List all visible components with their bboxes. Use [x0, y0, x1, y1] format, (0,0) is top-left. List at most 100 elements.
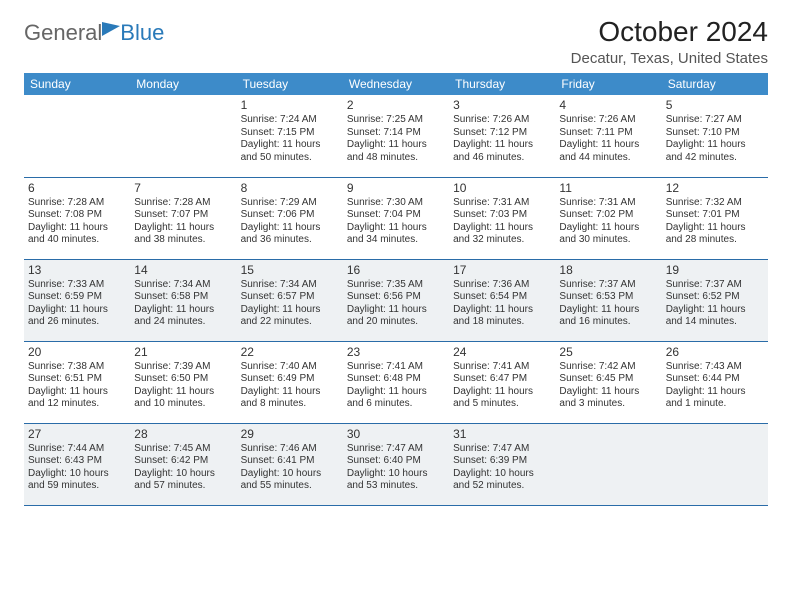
calendar-cell: 6Sunrise: 7:28 AMSunset: 7:08 PMDaylight… — [24, 177, 130, 259]
sunrise-text: Sunrise: 7:39 AM — [134, 361, 232, 374]
daylight-text: Daylight: 11 hours — [241, 386, 339, 399]
sunset-text: Sunset: 6:44 PM — [666, 373, 764, 386]
col-sunday: Sunday — [24, 73, 130, 95]
daylight-text: Daylight: 11 hours — [559, 139, 657, 152]
day-number: 11 — [559, 181, 657, 196]
sunset-text: Sunset: 7:06 PM — [241, 209, 339, 222]
sunrise-text: Sunrise: 7:36 AM — [453, 279, 551, 292]
calendar-cell: 12Sunrise: 7:32 AMSunset: 7:01 PMDayligh… — [662, 177, 768, 259]
daylight-text: and 28 minutes. — [666, 234, 764, 247]
daylight-text: and 55 minutes. — [241, 480, 339, 493]
sunset-text: Sunset: 6:47 PM — [453, 373, 551, 386]
daylight-text: and 5 minutes. — [453, 398, 551, 411]
sunrise-text: Sunrise: 7:44 AM — [28, 443, 126, 456]
daylight-text: Daylight: 11 hours — [241, 222, 339, 235]
calendar-cell: 17Sunrise: 7:36 AMSunset: 6:54 PMDayligh… — [449, 259, 555, 341]
sunrise-text: Sunrise: 7:47 AM — [453, 443, 551, 456]
day-number: 19 — [666, 263, 764, 278]
sunset-text: Sunset: 6:59 PM — [28, 291, 126, 304]
sunrise-text: Sunrise: 7:31 AM — [559, 197, 657, 210]
daylight-text: Daylight: 11 hours — [134, 386, 232, 399]
daylight-text: and 18 minutes. — [453, 316, 551, 329]
sunset-text: Sunset: 7:08 PM — [28, 209, 126, 222]
brand-logo: General Blue — [24, 16, 164, 46]
sunrise-text: Sunrise: 7:24 AM — [241, 114, 339, 127]
sunrise-text: Sunrise: 7:31 AM — [453, 197, 551, 210]
calendar-cell: 21Sunrise: 7:39 AMSunset: 6:50 PMDayligh… — [130, 341, 236, 423]
daylight-text: and 30 minutes. — [559, 234, 657, 247]
day-number: 28 — [134, 427, 232, 442]
calendar-cell: 2Sunrise: 7:25 AMSunset: 7:14 PMDaylight… — [343, 95, 449, 177]
daylight-text: Daylight: 11 hours — [453, 304, 551, 317]
day-number: 23 — [347, 345, 445, 360]
daylight-text: and 34 minutes. — [347, 234, 445, 247]
daylight-text: Daylight: 11 hours — [241, 139, 339, 152]
day-number: 4 — [559, 98, 657, 113]
sunrise-text: Sunrise: 7:47 AM — [347, 443, 445, 456]
daylight-text: and 12 minutes. — [28, 398, 126, 411]
sunset-text: Sunset: 6:43 PM — [28, 455, 126, 468]
daylight-text: Daylight: 11 hours — [28, 222, 126, 235]
sunrise-text: Sunrise: 7:32 AM — [666, 197, 764, 210]
sunset-text: Sunset: 6:39 PM — [453, 455, 551, 468]
daylight-text: Daylight: 11 hours — [559, 386, 657, 399]
day-number: 1 — [241, 98, 339, 113]
day-number: 8 — [241, 181, 339, 196]
sunset-text: Sunset: 7:04 PM — [347, 209, 445, 222]
sunset-text: Sunset: 7:11 PM — [559, 127, 657, 140]
daylight-text: and 32 minutes. — [453, 234, 551, 247]
calendar-cell: 27Sunrise: 7:44 AMSunset: 6:43 PMDayligh… — [24, 423, 130, 505]
calendar-cell: 5Sunrise: 7:27 AMSunset: 7:10 PMDaylight… — [662, 95, 768, 177]
calendar-cell: 26Sunrise: 7:43 AMSunset: 6:44 PMDayligh… — [662, 341, 768, 423]
daylight-text: Daylight: 11 hours — [666, 222, 764, 235]
sunset-text: Sunset: 7:14 PM — [347, 127, 445, 140]
daylight-text: Daylight: 11 hours — [28, 304, 126, 317]
sunrise-text: Sunrise: 7:43 AM — [666, 361, 764, 374]
daylight-text: Daylight: 11 hours — [666, 386, 764, 399]
col-wednesday: Wednesday — [343, 73, 449, 95]
day-number: 13 — [28, 263, 126, 278]
month-title: October 2024 — [571, 16, 768, 48]
sunrise-text: Sunrise: 7:38 AM — [28, 361, 126, 374]
daylight-text: Daylight: 11 hours — [134, 222, 232, 235]
calendar-cell: 14Sunrise: 7:34 AMSunset: 6:58 PMDayligh… — [130, 259, 236, 341]
calendar-cell: 8Sunrise: 7:29 AMSunset: 7:06 PMDaylight… — [237, 177, 343, 259]
daylight-text: and 59 minutes. — [28, 480, 126, 493]
daylight-text: Daylight: 11 hours — [559, 222, 657, 235]
day-number: 10 — [453, 181, 551, 196]
title-block: October 2024 Decatur, Texas, United Stat… — [571, 16, 768, 67]
sunrise-text: Sunrise: 7:26 AM — [559, 114, 657, 127]
sunrise-text: Sunrise: 7:27 AM — [666, 114, 764, 127]
sunrise-text: Sunrise: 7:46 AM — [241, 443, 339, 456]
calendar-cell: 16Sunrise: 7:35 AMSunset: 6:56 PMDayligh… — [343, 259, 449, 341]
calendar-cell: 9Sunrise: 7:30 AMSunset: 7:04 PMDaylight… — [343, 177, 449, 259]
daylight-text: Daylight: 11 hours — [347, 304, 445, 317]
sunset-text: Sunset: 6:42 PM — [134, 455, 232, 468]
daylight-text: and 50 minutes. — [241, 152, 339, 165]
sunset-text: Sunset: 7:01 PM — [666, 209, 764, 222]
daylight-text: Daylight: 11 hours — [134, 304, 232, 317]
day-number: 7 — [134, 181, 232, 196]
sunrise-text: Sunrise: 7:37 AM — [559, 279, 657, 292]
calendar-cell: 30Sunrise: 7:47 AMSunset: 6:40 PMDayligh… — [343, 423, 449, 505]
daylight-text: Daylight: 11 hours — [28, 386, 126, 399]
daylight-text: Daylight: 11 hours — [453, 139, 551, 152]
daylight-text: Daylight: 11 hours — [453, 386, 551, 399]
sunrise-text: Sunrise: 7:41 AM — [453, 361, 551, 374]
col-thursday: Thursday — [449, 73, 555, 95]
calendar-page: General Blue October 2024 Decatur, Texas… — [0, 0, 792, 522]
daylight-text: and 48 minutes. — [347, 152, 445, 165]
daylight-text: Daylight: 11 hours — [347, 139, 445, 152]
daylight-text: Daylight: 11 hours — [241, 304, 339, 317]
daylight-text: and 16 minutes. — [559, 316, 657, 329]
day-number: 24 — [453, 345, 551, 360]
col-friday: Friday — [555, 73, 661, 95]
sunrise-text: Sunrise: 7:28 AM — [28, 197, 126, 210]
calendar-cell — [662, 423, 768, 505]
daylight-text: and 36 minutes. — [241, 234, 339, 247]
col-monday: Monday — [130, 73, 236, 95]
sunset-text: Sunset: 6:45 PM — [559, 373, 657, 386]
calendar-week: 27Sunrise: 7:44 AMSunset: 6:43 PMDayligh… — [24, 423, 768, 505]
sunrise-text: Sunrise: 7:42 AM — [559, 361, 657, 374]
header-row: Sunday Monday Tuesday Wednesday Thursday… — [24, 73, 768, 95]
